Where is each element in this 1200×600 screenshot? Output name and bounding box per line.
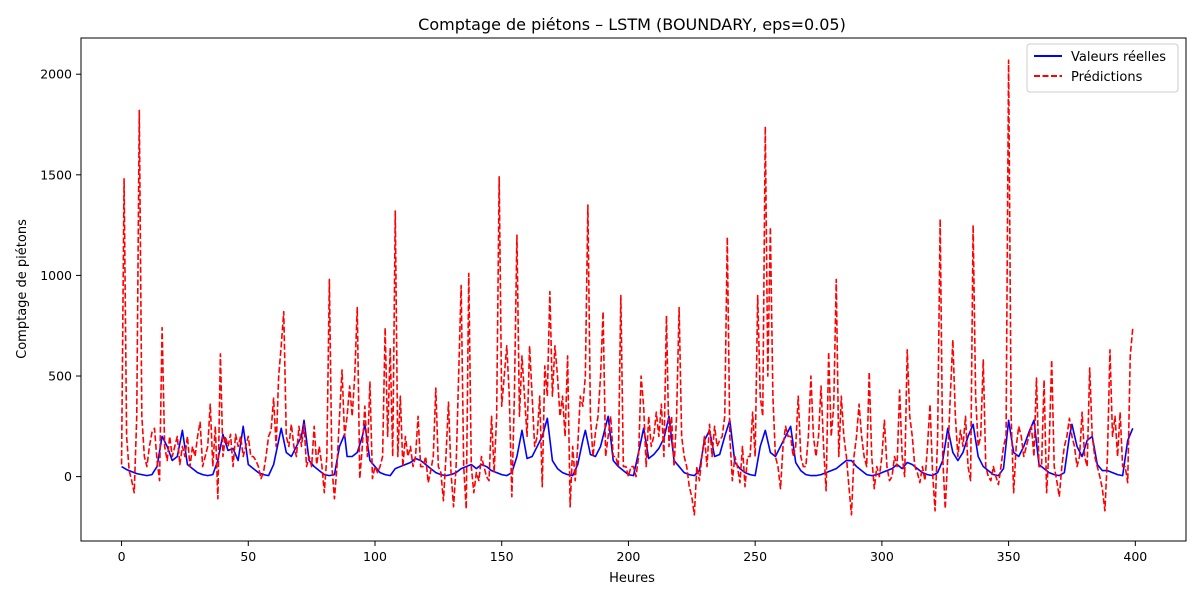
x-tick-label: 300 bbox=[870, 549, 894, 564]
plot-area bbox=[120, 59, 1134, 516]
x-tick-label: 350 bbox=[997, 549, 1021, 564]
x-tick-label: 400 bbox=[1123, 549, 1147, 564]
x-axis: 0 50 100 150 200 250 300 350 400 bbox=[118, 541, 1147, 564]
legend: Valeurs réelles Prédictions bbox=[1026, 43, 1179, 93]
y-axis-label: Comptage de piétons bbox=[15, 219, 30, 359]
y-tick-label: 0 bbox=[64, 469, 72, 484]
series-line-0 bbox=[121, 415, 1134, 477]
x-tick-label: 100 bbox=[363, 549, 387, 564]
legend-label-series-1: Prédictions bbox=[1071, 70, 1143, 85]
x-tick-label: 250 bbox=[743, 549, 767, 564]
x-tick-label: 200 bbox=[617, 549, 641, 564]
chart-title: Comptage de piétons – LSTM (BOUNDARY, ep… bbox=[418, 15, 846, 34]
plot-frame bbox=[80, 37, 1187, 542]
y-axis: 0 500 1000 1500 2000 bbox=[40, 67, 81, 484]
x-axis-label: Heures bbox=[609, 571, 655, 586]
y-tick-label: 1000 bbox=[40, 268, 72, 283]
x-tick-label: 0 bbox=[118, 549, 126, 564]
legend-label-series-0: Valeurs réelles bbox=[1071, 50, 1166, 65]
legend-box bbox=[1026, 43, 1179, 93]
y-tick-label: 500 bbox=[48, 369, 72, 384]
y-tick-label: 2000 bbox=[40, 67, 72, 82]
x-tick-label: 50 bbox=[240, 549, 256, 564]
y-tick-label: 1500 bbox=[40, 167, 72, 182]
x-tick-label: 150 bbox=[490, 549, 514, 564]
series-line-1 bbox=[120, 59, 1134, 516]
